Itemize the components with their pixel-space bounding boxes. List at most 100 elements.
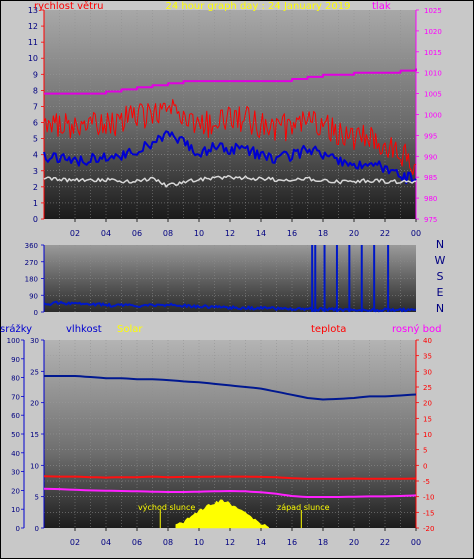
average-wind-series-line [43,174,417,188]
compass-label: W [435,254,446,267]
y-tick-label: 30 [30,337,39,345]
y-tick-label: 7 [33,102,38,111]
y-tick-label: 9 [33,70,38,79]
x-tick-label: 00 [411,229,421,238]
y-tick-label: 360 [25,242,38,250]
y-tick-label: 180 [25,276,38,284]
humidity-series-line [44,375,417,401]
y-tick-label: 1 [33,199,38,208]
y-tick-label: 6 [33,119,38,128]
x-tick-label: 02 [70,229,80,238]
y-tick-label: 60 [11,412,20,420]
y-tick-label: 5 [423,447,427,455]
x-tick-label: 20 [349,229,359,238]
y-tick-label: 90 [11,356,20,364]
y-tick-label: 25 [423,384,432,392]
x-tick-label: 10 [194,538,204,547]
y-tick-label: 985 [424,174,437,182]
y-tick-label: 40 [423,337,432,345]
y-tick-label: 80 [11,375,20,383]
x-tick-label: 10 [194,229,204,238]
y-tick-label: 8 [33,86,38,95]
y-tick-label: 90 [29,292,38,300]
y-tick-label: -10 [423,494,434,502]
y-tick-label: 0 [423,462,427,470]
wind-speed-series-line [43,130,417,185]
y-tick-label: 0 [33,215,38,224]
x-tick-label: 02 [70,538,80,547]
solar-area [175,499,270,529]
wind-direction-series-line [43,300,416,313]
y-tick-label: 20 [11,487,20,495]
chart-title: 24 hour graph day : 24 January 2019 [166,1,351,12]
y-tick-label: 12 [28,22,38,31]
y-tick-label: 20 [30,400,39,408]
x-tick-label: 14 [256,229,266,238]
x-tick-label: 16 [287,229,297,238]
sunrise-annotation: východ slunce [138,503,195,512]
legend-label: rosný bod [392,323,441,335]
y-tick-label: 35 [423,353,432,361]
wind-axis-title: rychlost větru [34,0,104,12]
compass-label: N [436,238,444,251]
y-tick-label: 10 [11,506,20,514]
pressure-axis-title: tlak [372,1,391,12]
x-tick-label: 22 [380,229,390,238]
y-tick-label: 1005 [424,91,442,99]
y-tick-label: 4 [33,151,38,160]
y-tick-label: 50 [11,431,20,439]
legend-label: Solar [117,324,143,335]
y-tick-label: 5 [33,135,38,144]
y-tick-label: 270 [25,259,38,267]
x-tick-label: 16 [287,538,297,547]
dewpoint-series-line [43,487,417,498]
x-tick-label: 20 [349,538,359,547]
y-tick-label: 2 [33,183,38,192]
y-tick-label: 11 [28,38,38,47]
y-tick-label: 13 [28,6,38,15]
y-tick-label: 1000 [424,112,442,120]
y-tick-label: 10 [423,431,432,439]
y-tick-label: 10 [28,54,38,63]
gust-series-line [43,99,417,176]
x-tick-label: 18 [318,538,328,547]
legend-label: vlhkost [66,324,102,335]
x-tick-label: 18 [318,229,328,238]
x-tick-label: 00 [411,538,421,547]
y-tick-label: 30 [423,368,432,376]
y-tick-label: 0 [35,525,39,533]
x-tick-label: 08 [163,229,173,238]
x-tick-label: 14 [256,538,266,547]
y-tick-label: 990 [424,153,437,161]
y-tick-label: 995 [424,132,437,140]
compass-label: E [437,286,444,299]
x-tick-label: 22 [380,538,390,547]
x-tick-label: 12 [225,538,235,547]
y-tick-label: -5 [423,478,430,486]
y-tick-label: 15 [423,415,432,423]
y-tick-label: 1015 [424,49,442,57]
y-tick-label: 20 [423,400,432,408]
y-tick-label: 5 [35,494,39,502]
y-tick-label: 25 [30,368,39,376]
y-tick-label: -15 [423,509,434,517]
y-tick-label: 30 [11,469,20,477]
x-tick-label: 08 [163,538,173,547]
y-tick-label: -20 [423,525,434,533]
y-tick-label: 15 [30,431,39,439]
pressure-series-line [44,68,417,95]
y-tick-label: 10 [30,462,39,470]
x-tick-label: 04 [101,538,111,547]
y-tick-label: 0 [34,309,38,317]
compass-label: S [437,270,444,283]
legend-label: srážky [0,323,32,335]
y-tick-label: 975 [424,216,437,224]
x-tick-label: 06 [132,229,142,238]
y-tick-label: 70 [11,393,20,401]
y-tick-label: 980 [424,195,437,203]
y-tick-label: 1025 [424,7,442,15]
sunset-annotation: západ slunce [277,503,330,512]
x-tick-label: 04 [101,229,111,238]
